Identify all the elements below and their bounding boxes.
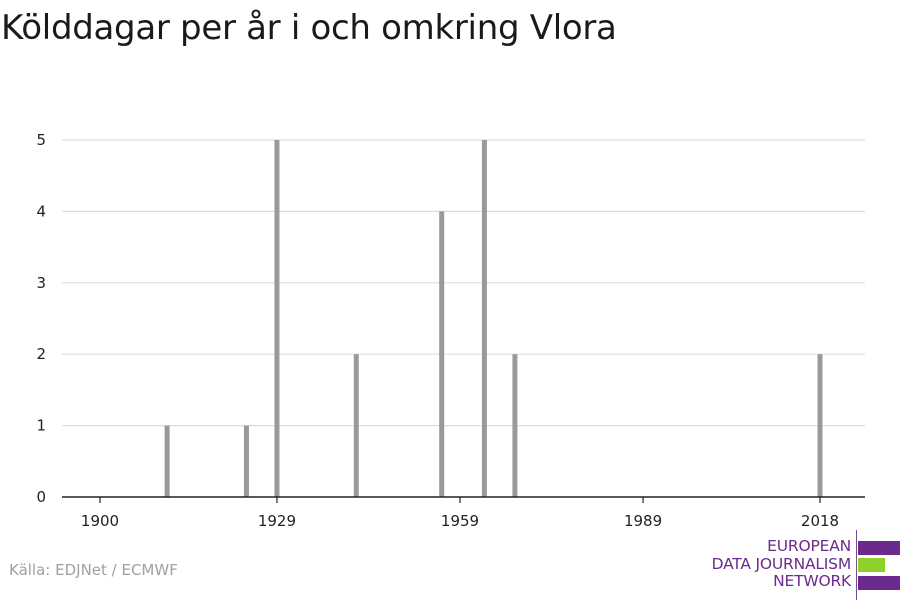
logo-bar-middle	[858, 558, 885, 572]
x-tick-labels: 1900 1929 1959 1989 2018	[81, 512, 839, 530]
y-tick-label-2: 2	[36, 345, 46, 363]
bar-2018	[817, 354, 823, 497]
y-tick-label-4: 4	[36, 202, 46, 220]
y-tick-labels: 0 1 2 3 4 5	[36, 131, 46, 506]
x-tick-label-1929: 1929	[258, 512, 296, 530]
y-tick-label-5: 5	[36, 131, 46, 149]
x-tick-label-2018: 2018	[801, 512, 839, 530]
gridlines	[62, 139, 865, 427]
edjnet-logo: EUROPEAN DATA JOURNALISM NETWORK	[711, 537, 852, 591]
logo-line-network: NETWORK	[773, 572, 851, 590]
logo-bar-top	[858, 541, 900, 555]
bar-1911	[164, 425, 170, 497]
logo-line-european: EUROPEAN	[767, 537, 851, 555]
bar-1942	[353, 354, 359, 497]
bar-1968	[512, 354, 518, 497]
bar-1929	[274, 140, 280, 497]
y-tick-label-0: 0	[36, 488, 46, 506]
axes	[62, 496, 865, 503]
x-tick-label-1989: 1989	[624, 512, 662, 530]
chart-title: Kölddagar per år i och omkring Vlora	[1, 8, 617, 48]
y-tick-label-3: 3	[36, 274, 46, 292]
x-tick-label-1959: 1959	[441, 512, 479, 530]
source-note: Källa: EDJNet / ECMWF	[9, 561, 178, 579]
x-tick-label-1900: 1900	[81, 512, 119, 530]
bar-1956	[439, 211, 445, 497]
bar-1963	[481, 140, 487, 497]
logo-bar-bottom	[858, 576, 900, 590]
bars	[164, 140, 823, 497]
logo-divider	[856, 530, 857, 600]
logo-line-data-journalism: DATA JOURNALISM	[711, 554, 852, 573]
y-tick-label-1: 1	[36, 417, 46, 435]
bar-1924	[243, 425, 249, 497]
